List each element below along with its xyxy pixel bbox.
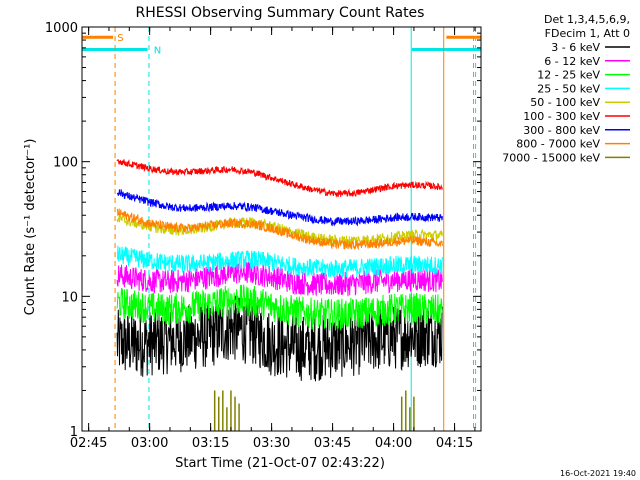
series-100-300-kev [116,158,443,198]
series-3-6-kev [116,295,443,382]
x-tick-label: 03:30 [253,436,290,451]
series-50-100-kev [116,213,443,248]
legend: Det 1,3,4,5,6,9,FDecim 1, Att 03 - 6 keV… [502,13,630,164]
y-tick-label: 1 [70,425,78,440]
series-line [116,245,443,278]
x-tick-label: 02:45 [70,436,107,451]
x-tick-label: 03:45 [314,436,351,451]
legend-entry-label: 100 - 300 keV [523,110,600,123]
series-line [116,295,443,382]
series-line [116,158,443,198]
timestamp: 16-Oct-2021 19:40 [560,469,636,478]
series-line [116,213,443,248]
legend-header: FDecim 1, Att 0 [545,27,630,40]
legend-entry-label: 12 - 25 keV [537,69,600,82]
series-800-7000-kev [116,208,443,251]
legend-entry-label: 800 - 7000 keV [516,138,600,151]
series-12-25-kev [116,284,443,331]
legend-header: Det 1,3,4,5,6,9, [544,13,630,26]
x-tick-label: 03:15 [192,436,229,451]
y-tick-label: 1000 [45,21,78,36]
series-line [116,189,443,227]
series-300-800-kev [116,189,443,227]
plot-frame [81,26,482,432]
y-tick-label: 100 [53,156,78,171]
flag-label-n: N [154,46,161,57]
y-axis-label: Count Rate (s⁻¹ detector⁻¹) [23,139,38,316]
x-tick-label: 04:00 [375,436,412,451]
flag-label-s: S [117,33,123,44]
legend-entry-label: 6 - 12 keV [544,55,600,68]
x-tick-label: 03:00 [131,436,168,451]
axes: 1 10 100 1000 02:45 03:00 03:15 03:30 03:45 04:00… [45,21,482,451]
x-axis-label: Start Time (21-Oct-07 02:43:22) [175,456,385,471]
legend-entry-label: 50 - 100 keV [530,96,600,109]
chart-title: RHESSI Observing Summary Count Rates [136,5,425,21]
series-line [116,284,443,331]
series-line [116,208,443,251]
y-tick-label: 10 [61,290,78,305]
series-7000-15000-kev [213,390,415,431]
legend-entry-label: 7000 - 15000 keV [502,151,600,164]
legend-entry-label: 25 - 50 keV [537,82,600,95]
legend-entry-label: 300 - 800 keV [523,124,600,137]
series-25-50-kev [116,245,443,278]
legend-entry-label: 3 - 6 keV [551,41,600,54]
x-tick-label: 04:15 [436,436,473,451]
plot-area: SN [82,27,481,431]
